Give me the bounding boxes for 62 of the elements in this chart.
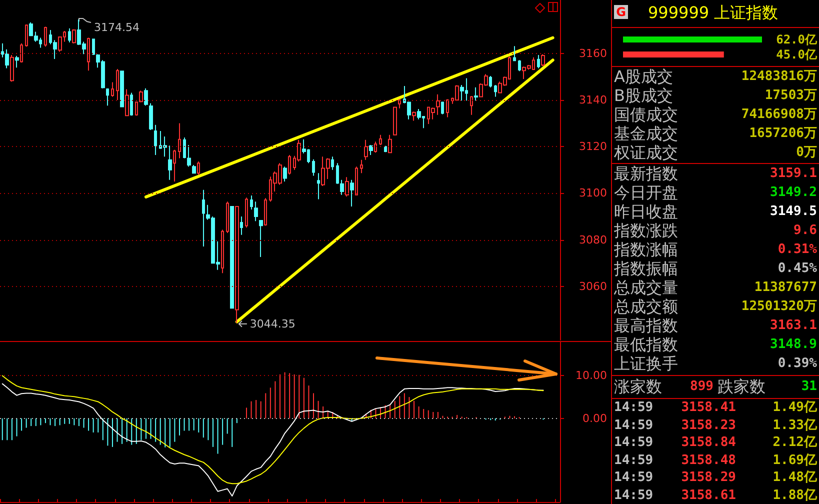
text: 12483816万 (741, 69, 817, 84)
data-label: 1.69亿 (772, 452, 817, 469)
category-label: 14:59 (614, 416, 654, 434)
text: 3149.2 (770, 185, 817, 200)
text: 3148.9 (770, 337, 817, 352)
data-label: 45.0亿 (776, 48, 818, 62)
category-label: 昨日收盘 (614, 202, 678, 221)
text: 3163.1 (770, 318, 817, 333)
category-label: 权证成交 (614, 143, 678, 162)
category-label: 基金成交 (614, 124, 678, 143)
y-tick-label: 3140 (579, 93, 607, 106)
text: 31 (801, 379, 817, 394)
text: 0万 (796, 145, 817, 160)
category-label: 最低指数 (614, 335, 678, 354)
category-label: 最新指数 (614, 164, 678, 183)
text: 9.6 (794, 223, 817, 238)
category-label: 14:59 (614, 486, 654, 504)
data-label: 1.49亿 (772, 399, 817, 416)
data-label: 1.48亿 (772, 469, 817, 486)
category-label: B股成交 (614, 86, 673, 105)
category-label: 今日开盘 (614, 183, 678, 202)
category-label: 总成交额 (614, 297, 678, 316)
text: 3149.5 (770, 204, 817, 219)
text: 999999 上证指数 (648, 3, 778, 23)
category-label: 指数涨跌 (614, 221, 678, 240)
data-label: 2.12亿 (772, 434, 817, 452)
category-label: 涨家数 (614, 376, 662, 398)
y-tick-label: 0.00 (582, 412, 607, 425)
category-label: 指数涨幅 (614, 240, 678, 259)
text: 74166908万 (741, 107, 817, 122)
text: 0.39% (778, 356, 817, 371)
text: 3159.1 (770, 166, 817, 181)
category-label: 14:59 (614, 469, 654, 486)
y-tick-label: 3160 (579, 46, 607, 60)
annotation: 3174.54 (94, 20, 140, 34)
y-tick-label: 3080 (579, 233, 607, 246)
category-label: 总成交量 (614, 278, 678, 297)
y-tick-label: 3060 (579, 280, 607, 293)
y-tick-label: 10.00 (576, 369, 607, 382)
category-label: 14:59 (614, 399, 654, 416)
text: 899 (690, 379, 714, 394)
y-tick-label: 3120 (579, 140, 607, 154)
category-label: 跌家数 (718, 376, 766, 398)
annotation: 3044.35 (250, 317, 296, 330)
category-label: 国债成交 (614, 105, 678, 124)
text: 0.31% (778, 242, 817, 257)
text: 1657206万 (749, 126, 817, 141)
category-label: 上证换手 (614, 354, 678, 373)
category-label: 14:59 (614, 452, 654, 469)
text: G (614, 5, 628, 19)
category-label: A股成交 (614, 67, 673, 86)
text: 12501320万 (741, 299, 817, 314)
data-label: 1.33亿 (772, 416, 817, 434)
text: 17503万 (764, 88, 817, 103)
y-tick-label: 3100 (579, 186, 607, 200)
category-label: 14:59 (614, 434, 654, 452)
category-label: 最高指数 (614, 316, 678, 335)
category-label: 指数振幅 (614, 259, 678, 278)
data-label: 62.0亿 (776, 32, 818, 46)
text: 0.45% (778, 261, 817, 276)
text: 11387677 (754, 280, 817, 295)
data-label: 1.88亿 (772, 486, 817, 504)
